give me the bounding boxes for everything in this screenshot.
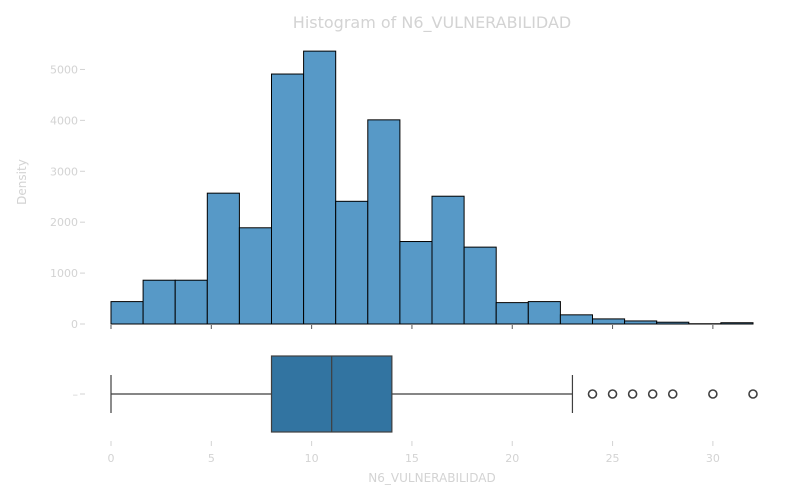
box-outlier <box>607 389 618 399</box>
histogram-bar <box>399 241 433 325</box>
histogram-bar <box>559 314 594 325</box>
histogram-bar <box>110 301 144 325</box>
x-tick-label: 0 <box>108 452 115 465</box>
y-tick-label: 3000 <box>50 165 78 178</box>
y-tick-label: 4000 <box>50 114 78 127</box>
x-tick-label: 25 <box>606 452 620 465</box>
box-outlier <box>627 389 638 399</box>
y-tick-label: 5000 <box>50 63 78 76</box>
x-tick-label: 30 <box>706 452 720 465</box>
histogram-bars <box>110 50 754 325</box>
histogram-bar <box>495 302 529 325</box>
box-outlier <box>708 389 718 399</box>
histogram-bar <box>174 279 208 325</box>
y-tick-label: 2000 <box>50 216 78 229</box>
box-y-tick-label: – <box>73 388 79 401</box>
histogram-bar <box>720 322 754 325</box>
histogram-bar <box>431 195 465 325</box>
histogram-bar <box>238 227 272 325</box>
histogram-bar <box>592 318 626 325</box>
x-axis-ticks: 0 5 10 15 20 25 30 <box>108 441 720 465</box>
y-axis-ticks: 0 1000 2000 3000 4000 5000 <box>50 63 85 331</box>
histogram-bar <box>142 279 176 325</box>
x-axis-label: N6_VULNERABILIDAD <box>368 471 495 485</box>
boxplot: – <box>73 355 758 433</box>
histogram-bar <box>303 50 337 325</box>
box-outlier <box>587 389 598 399</box>
histogram-bar <box>367 119 401 325</box>
chart-title: Histogram of N6_VULNERABILIDAD <box>293 13 571 33</box>
histogram-bar <box>624 320 658 325</box>
histogram-bar <box>335 200 369 325</box>
y-tick-label: 1000 <box>50 267 78 280</box>
x-tick-label: 20 <box>505 452 519 465</box>
histogram-bar <box>527 301 561 325</box>
histogram-bar <box>463 246 497 325</box>
y-tick-label: 0 <box>71 318 78 331</box>
box-outlier <box>748 389 758 399</box>
box-outlier <box>647 389 658 399</box>
histogram-x-tick-marks <box>110 325 714 329</box>
x-tick-label: 5 <box>208 452 215 465</box>
histogram-bar <box>206 192 240 325</box>
y-axis-label: Density <box>15 159 29 205</box>
x-tick-label: 10 <box>305 452 319 465</box>
histogram-bar <box>271 73 305 325</box>
histogram-bar <box>656 321 690 325</box>
box-outlier <box>667 389 678 399</box>
x-tick-label: 15 <box>405 452 419 465</box>
